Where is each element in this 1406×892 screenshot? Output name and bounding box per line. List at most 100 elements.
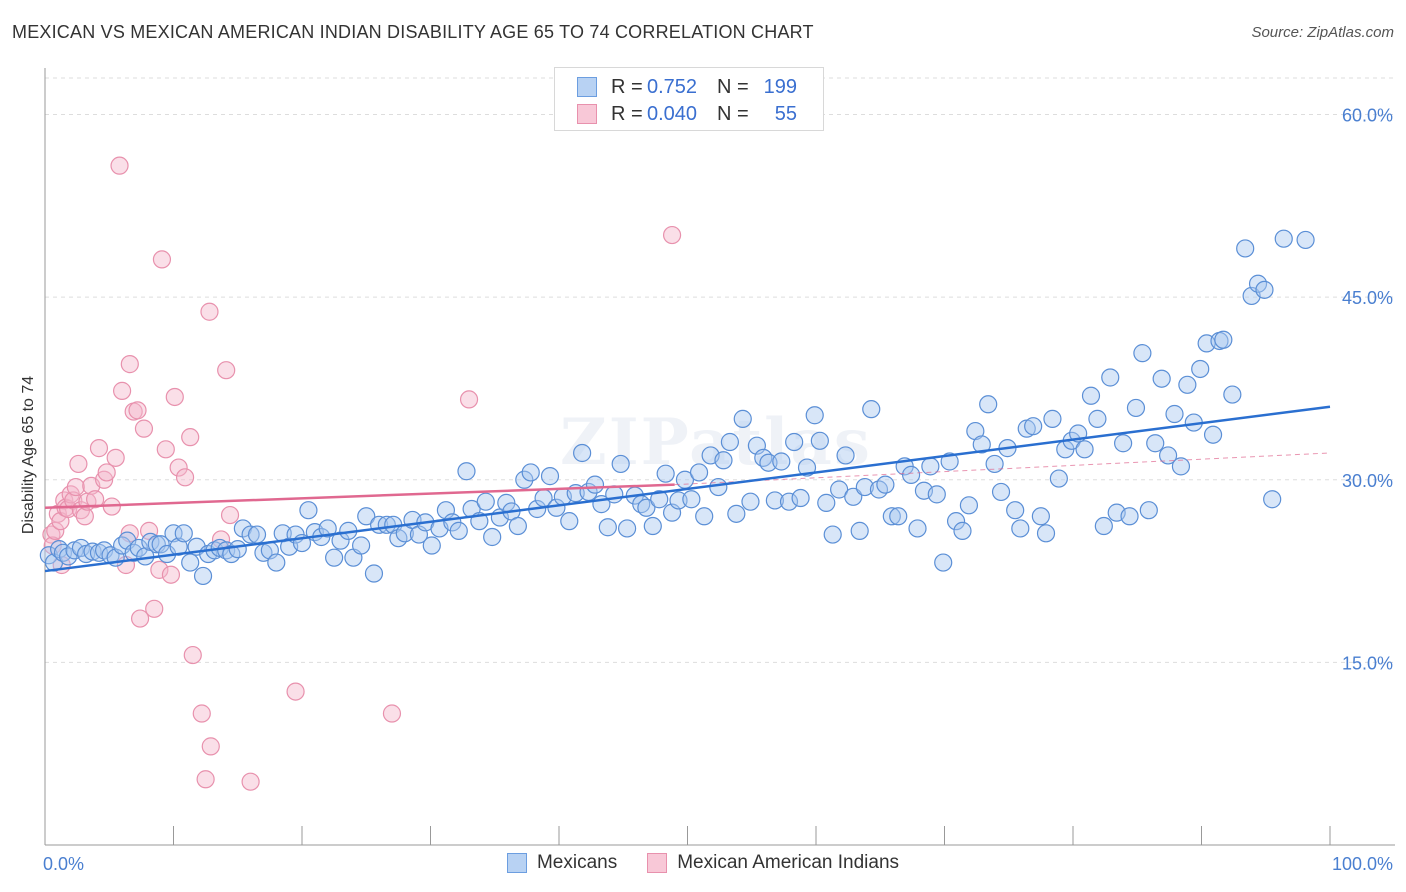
data-point (940, 452, 959, 471)
data-point (145, 599, 164, 618)
data-point (1214, 330, 1233, 349)
legend-item-mexican-american-indians: Mexican American Indians (647, 852, 899, 874)
data-point (97, 463, 116, 482)
data-point (515, 470, 534, 489)
data-point (86, 490, 105, 509)
watermark: ZIPatlas (560, 405, 872, 480)
data-point (459, 390, 479, 409)
data-point (772, 452, 791, 471)
legend-n-label: N = (717, 75, 749, 98)
data-point (765, 491, 784, 510)
data-point (889, 507, 908, 526)
data-point (1223, 385, 1242, 404)
data-point (110, 156, 129, 175)
data-point (669, 491, 688, 510)
data-point (508, 516, 527, 536)
data-point (985, 454, 1004, 474)
data-point (959, 496, 979, 515)
data-point (1101, 368, 1120, 387)
trend-line-blue (44, 405, 1331, 573)
data-point (972, 435, 991, 454)
data-point (682, 490, 701, 509)
data-point (1296, 230, 1315, 250)
data-point (196, 770, 215, 789)
data-point (352, 536, 371, 555)
data-point (979, 395, 998, 414)
data-point (59, 499, 78, 519)
data-point (689, 463, 709, 482)
data-point (220, 505, 240, 525)
series-mexican-american-indians (42, 156, 682, 791)
data-point (805, 406, 824, 425)
data-point (1094, 516, 1113, 536)
trend-line-pink-dashed (674, 452, 1331, 486)
data-point (741, 492, 760, 511)
data-point (1171, 457, 1191, 476)
y-tick-label: 45.0% (1342, 288, 1393, 308)
data-point (785, 432, 804, 452)
data-point (174, 524, 193, 543)
data-point (1043, 409, 1062, 428)
data-point (1274, 229, 1293, 248)
data-point (318, 519, 337, 538)
data-point (1126, 398, 1146, 418)
data-point (95, 470, 114, 489)
x-tick-label: 0.0% (43, 854, 84, 874)
data-point (754, 448, 773, 467)
data-point (759, 453, 778, 472)
data-point (637, 498, 656, 517)
legend-swatch-blue (577, 77, 597, 97)
data-point (1120, 507, 1139, 526)
y-tick-label: 15.0% (1342, 653, 1393, 673)
data-point (1165, 404, 1184, 424)
data-point (714, 451, 733, 470)
data-point (908, 519, 927, 538)
series-mexicans (39, 229, 1315, 586)
data-point (66, 477, 85, 497)
data-point (862, 400, 881, 419)
data-point (876, 475, 895, 494)
data-point (1158, 446, 1178, 465)
data-point (325, 548, 344, 567)
data-point (241, 525, 260, 544)
data-point (836, 446, 855, 465)
data-point (164, 524, 183, 543)
data-point (83, 542, 102, 561)
data-point (1146, 434, 1165, 453)
data-point (605, 485, 624, 504)
data-point (810, 431, 829, 450)
data-point (1203, 425, 1223, 444)
legend-n-value: 55 (774, 102, 797, 125)
legend-r-label: R = (611, 102, 643, 125)
legend-swatch-blue (506, 853, 527, 873)
data-point (175, 468, 195, 487)
data-point (151, 535, 170, 554)
legend-swatch-pink (577, 104, 597, 124)
data-point (1255, 280, 1274, 299)
legend-r-label: R = (611, 75, 643, 98)
data-point (449, 521, 468, 540)
legend-label-mexican-american-indians: Mexican American Indians (677, 852, 900, 873)
data-point (882, 507, 901, 526)
data-point (1006, 501, 1025, 520)
data-point (165, 387, 184, 407)
data-point (720, 432, 740, 452)
series-legend: Mexicans Mexican American Indians (0, 852, 1406, 874)
data-point (560, 512, 579, 531)
legend-row-mexicans: R = 0.752 N = 199 (577, 75, 797, 99)
data-point (201, 737, 220, 756)
data-point (152, 250, 172, 269)
data-point (1236, 239, 1255, 258)
data-point (656, 464, 675, 483)
data-point (650, 490, 669, 509)
data-point (934, 553, 953, 572)
data-point (585, 475, 605, 494)
data-point (1133, 344, 1152, 363)
data-point (991, 482, 1011, 502)
data-point (1191, 359, 1210, 379)
data-point (1081, 386, 1101, 405)
data-point (357, 507, 376, 526)
data-point (120, 355, 139, 374)
data-point (124, 543, 143, 562)
